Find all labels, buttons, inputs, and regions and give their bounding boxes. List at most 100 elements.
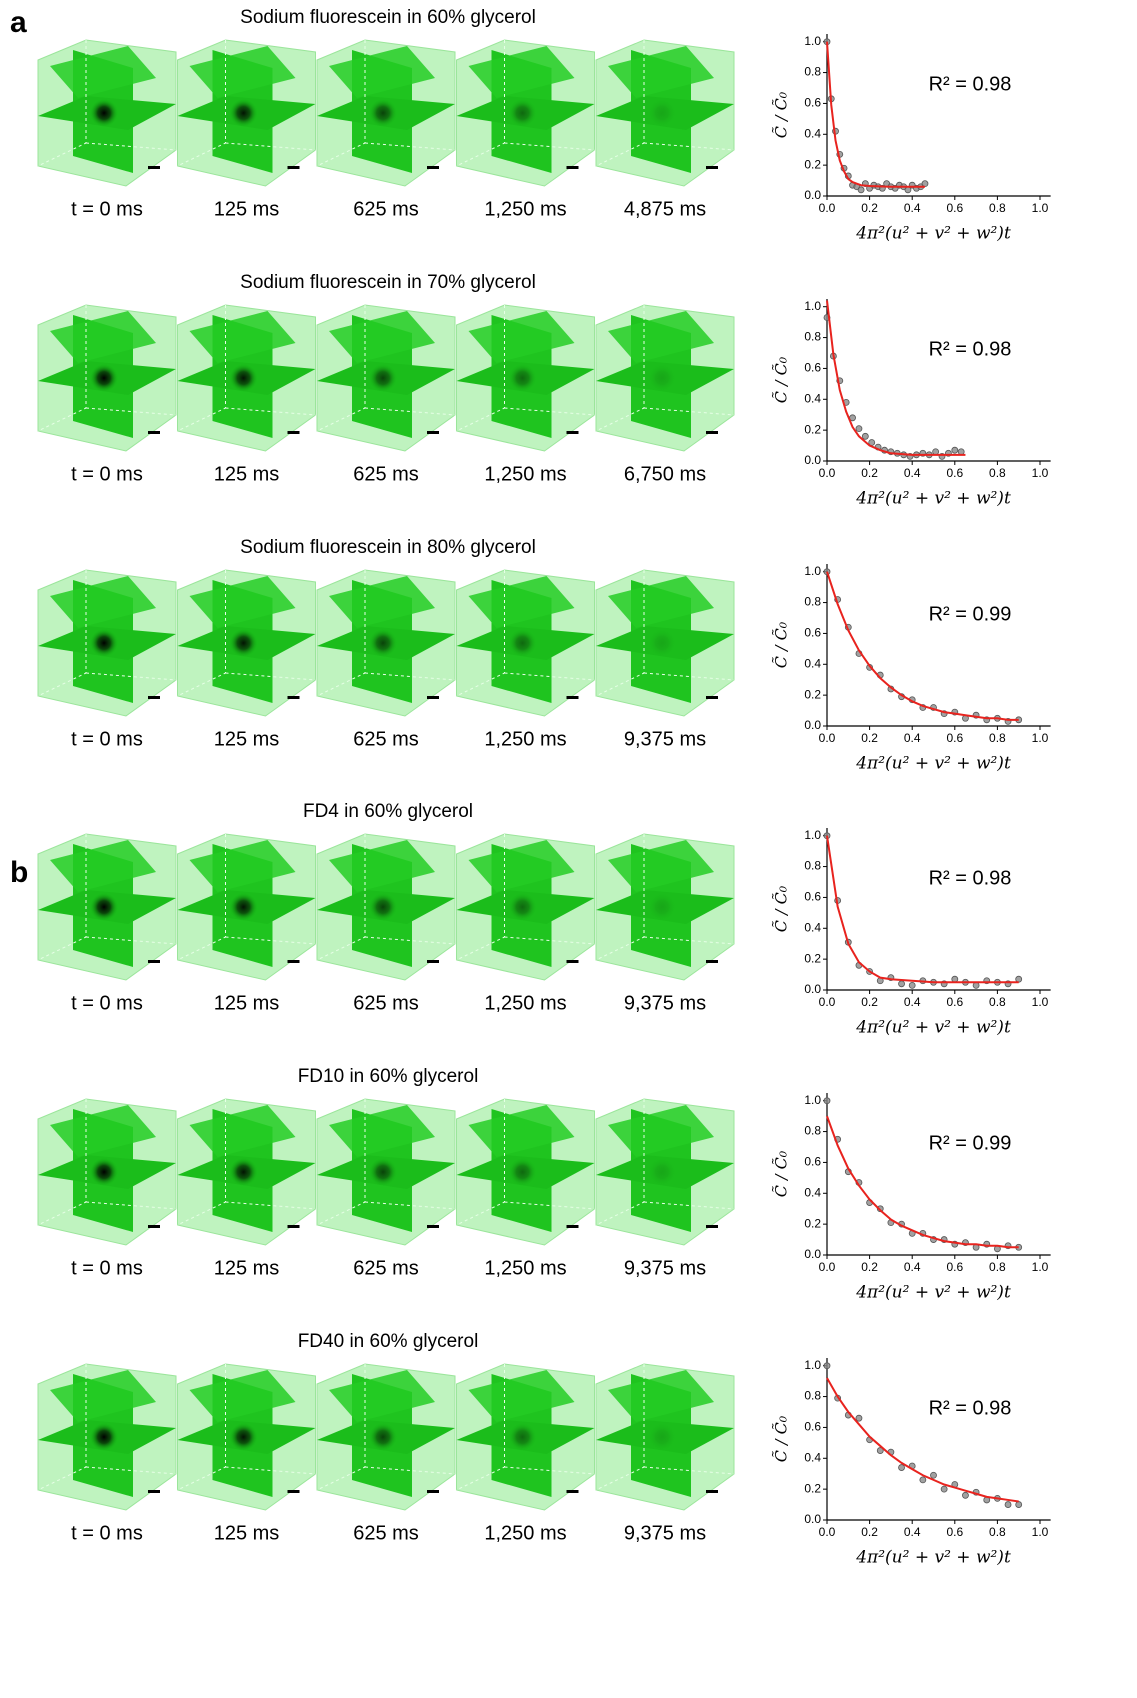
scale-bar [288,166,300,169]
scale-bar [148,431,160,434]
y-tick-label: 1.0 [804,1358,821,1372]
scale-bar [567,696,579,699]
volume-image [457,1364,595,1510]
fluorescence-spot [90,364,118,392]
x-tick-label: 0.0 [819,1260,836,1274]
time-label: 125 ms [214,1522,280,1544]
x-tick-label: 0.4 [904,466,921,480]
scale-bar [148,696,160,699]
x-tick-label: 0.2 [861,466,878,480]
volume-image [38,1364,176,1510]
time-label: 1,250 ms [484,728,566,750]
scale-bar [288,1490,300,1493]
fluorescence-spot [509,1423,537,1451]
fluorescence-spot [369,364,397,392]
volume-image [178,570,316,716]
y-tick-label: 1.0 [804,828,821,842]
fluorescence-spot [509,364,537,392]
x-tick-label: 0.2 [861,731,878,745]
y-axis-label: C̃ / C̃₀ [772,621,791,668]
x-tick-label: 0.6 [946,466,963,480]
scale-bar [706,1225,718,1228]
y-tick-label: 0.2 [804,1481,821,1495]
y-axis-label: C̃ / C̃₀ [772,356,791,403]
fluorescence-spot [648,364,676,392]
x-tick-label: 0.0 [819,995,836,1009]
volume-image [317,570,455,716]
x-tick-label: 0.6 [946,201,963,215]
scale-bar [148,960,160,963]
fluorescence-spot [509,99,537,127]
volume-image [596,1099,734,1245]
volume-image [317,1099,455,1245]
y-axis-label: C̃ / C̃₀ [772,1150,791,1197]
scale-bar [427,431,439,434]
volume-image [596,834,734,980]
figure: a b Sodium fluorescein in 60% glycerolt … [0,0,1137,1698]
fluorescence-spot [509,893,537,921]
time-label: 625 ms [353,1257,419,1279]
y-axis-label: C̃ / C̃₀ [772,1415,791,1462]
time-label: 9,375 ms [624,992,706,1014]
volume-image [317,834,455,980]
y-tick-label: 0.0 [804,453,821,467]
y-tick-label: 0.6 [804,1420,821,1434]
time-label: 1,250 ms [484,463,566,485]
x-tick-label: 0.8 [989,466,1006,480]
volume-image [317,1364,455,1510]
time-label: 4,875 ms [624,198,706,220]
y-tick-label: 0.2 [804,422,821,436]
x-tick-label: 0.0 [819,201,836,215]
data-point [909,982,915,988]
y-tick-label: 0.0 [804,982,821,996]
scale-bar [427,166,439,169]
fluorescence-spot [90,1423,118,1451]
scale-bar [148,1490,160,1493]
fluorescence-spot [230,893,258,921]
data-point [856,1415,862,1421]
y-tick-label: 0.2 [804,951,821,965]
x-tick-label: 1.0 [1032,201,1049,215]
x-axis-label: 4π²(u² + v² + w²)t [855,224,1011,244]
row-title: FD40 in 60% glycerol [298,1331,479,1352]
y-axis-label: C̃ / C̃₀ [772,91,791,138]
annotation: R² = 0.98 [929,1397,1012,1419]
x-tick-label: 0.6 [946,995,963,1009]
y-tick-label: 1.0 [804,34,821,48]
annotation: R² = 0.98 [929,73,1012,95]
volume-image [457,40,595,186]
y-tick-label: 0.2 [804,687,821,701]
x-tick-label: 0.6 [946,1260,963,1274]
row-title: Sodium fluorescein in 80% glycerol [240,537,536,558]
scale-bar [288,431,300,434]
y-tick-label: 0.4 [804,391,821,405]
scale-bar [706,960,718,963]
volume-image [596,1364,734,1510]
y-tick-label: 0.6 [804,1155,821,1169]
y-tick-label: 0.8 [804,330,821,344]
x-tick-label: 0.2 [861,201,878,215]
data-point [824,1098,830,1104]
time-label: 1,250 ms [484,1257,566,1279]
volume-image [38,570,176,716]
annotation: R² = 0.98 [929,338,1012,360]
row-title: FD10 in 60% glycerol [298,1066,479,1087]
y-tick-label: 0.4 [804,1185,821,1199]
x-tick-label: 0.0 [819,731,836,745]
x-tick-label: 0.6 [946,1525,963,1539]
volume-image [38,40,176,186]
x-tick-label: 0.8 [989,1525,1006,1539]
time-label: t = 0 ms [71,1257,143,1279]
scale-bar [288,960,300,963]
fluorescence-spot [648,629,676,657]
fluorescence-spot [648,1423,676,1451]
data-point [899,981,905,987]
volume-image [596,305,734,451]
y-tick-label: 0.4 [804,1450,821,1464]
y-tick-label: 0.6 [804,361,821,375]
time-label: 9,375 ms [624,1257,706,1279]
x-axis-label: 4π²(u² + v² + w²)t [855,754,1011,774]
time-label: 125 ms [214,728,280,750]
annotation: R² = 0.98 [929,867,1012,889]
y-tick-label: 0.2 [804,157,821,171]
